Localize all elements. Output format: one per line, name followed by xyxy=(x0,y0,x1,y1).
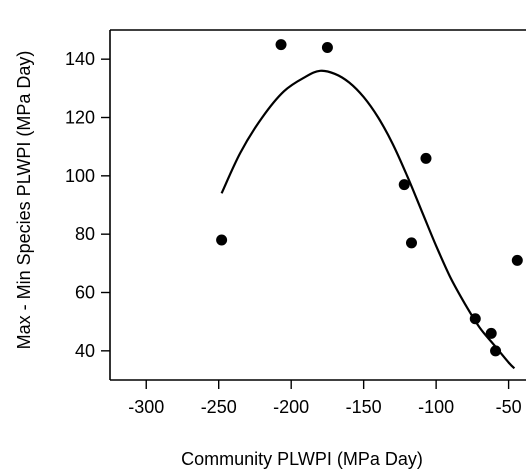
fit-curve xyxy=(220,69,516,370)
x-tick-label: -100 xyxy=(418,397,454,417)
data-points xyxy=(216,39,523,357)
y-axis-title: Max - Min Species PLWPI (MPa Day) xyxy=(14,51,34,350)
data-point xyxy=(485,327,497,339)
data-point xyxy=(405,237,417,249)
y-tick-label: 100 xyxy=(65,166,95,186)
y-tick-label: 120 xyxy=(65,108,95,128)
x-tick-label: -200 xyxy=(273,397,309,417)
y-tick-label: 80 xyxy=(75,224,95,244)
y-ticks: 40 60 80 100 120 140 xyxy=(65,49,110,361)
data-point xyxy=(321,42,333,53)
y-tick-label: 40 xyxy=(75,341,95,361)
data-point xyxy=(275,39,287,51)
y-tick-label: 140 xyxy=(65,49,95,69)
x-tick-label: -300 xyxy=(128,397,164,417)
x-tick-label: -150 xyxy=(346,397,382,417)
axes xyxy=(109,29,526,381)
data-point xyxy=(216,234,228,246)
data-point xyxy=(420,152,432,164)
fit-curve-group xyxy=(220,69,516,370)
x-ticks: -300 -250 -200 -150 -100 -50 xyxy=(128,380,522,417)
x-tick-label: -50 xyxy=(496,397,522,417)
x-tick-label: -250 xyxy=(201,397,237,417)
y-tick-label: 60 xyxy=(75,283,95,303)
data-point xyxy=(490,345,502,357)
data-point xyxy=(511,254,523,266)
data-point xyxy=(398,179,410,191)
x-axis-title: Community PLWPI (MPa Day) xyxy=(181,449,423,469)
data-point xyxy=(469,313,481,325)
